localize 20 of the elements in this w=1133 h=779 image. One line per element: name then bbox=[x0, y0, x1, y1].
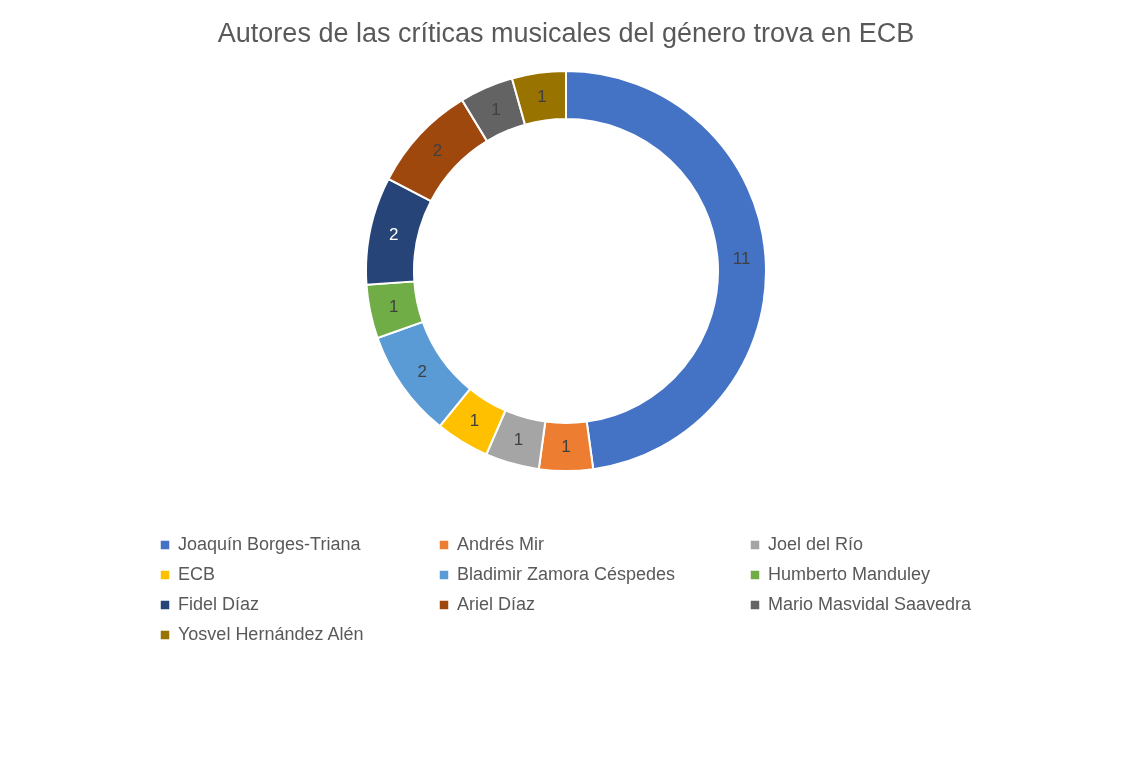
legend-label: Ariel Díaz bbox=[457, 594, 536, 614]
data-label: 1 bbox=[537, 86, 547, 106]
data-label: 1 bbox=[513, 430, 524, 450]
legend-label: Humberto Manduley bbox=[768, 564, 931, 584]
legend-label: ECB bbox=[178, 564, 216, 584]
data-label: 2 bbox=[388, 225, 399, 245]
legend-label: Yosvel Hernández Alén bbox=[178, 624, 364, 644]
data-label: 1 bbox=[388, 296, 399, 316]
data-label: 1 bbox=[561, 437, 571, 456]
data-label: 1 bbox=[469, 411, 480, 431]
data-label: 2 bbox=[417, 362, 427, 382]
legend-label: Fidel Díaz bbox=[178, 594, 260, 614]
legend-label: Mario Masvidal Saavedra bbox=[768, 594, 973, 614]
data-label: 2 bbox=[432, 140, 443, 160]
legend-label: Joaquín Borges-Triana bbox=[178, 534, 362, 554]
data-label: 11 bbox=[732, 248, 751, 268]
legend-label: Joel del Río bbox=[768, 534, 864, 554]
legend-label: Bladimir Zamora Céspedes bbox=[457, 564, 676, 584]
chart-title: Autores de las críticas musicales del género trova en ECB bbox=[217, 18, 915, 48]
legend-label: Andrés Mir bbox=[457, 534, 545, 554]
